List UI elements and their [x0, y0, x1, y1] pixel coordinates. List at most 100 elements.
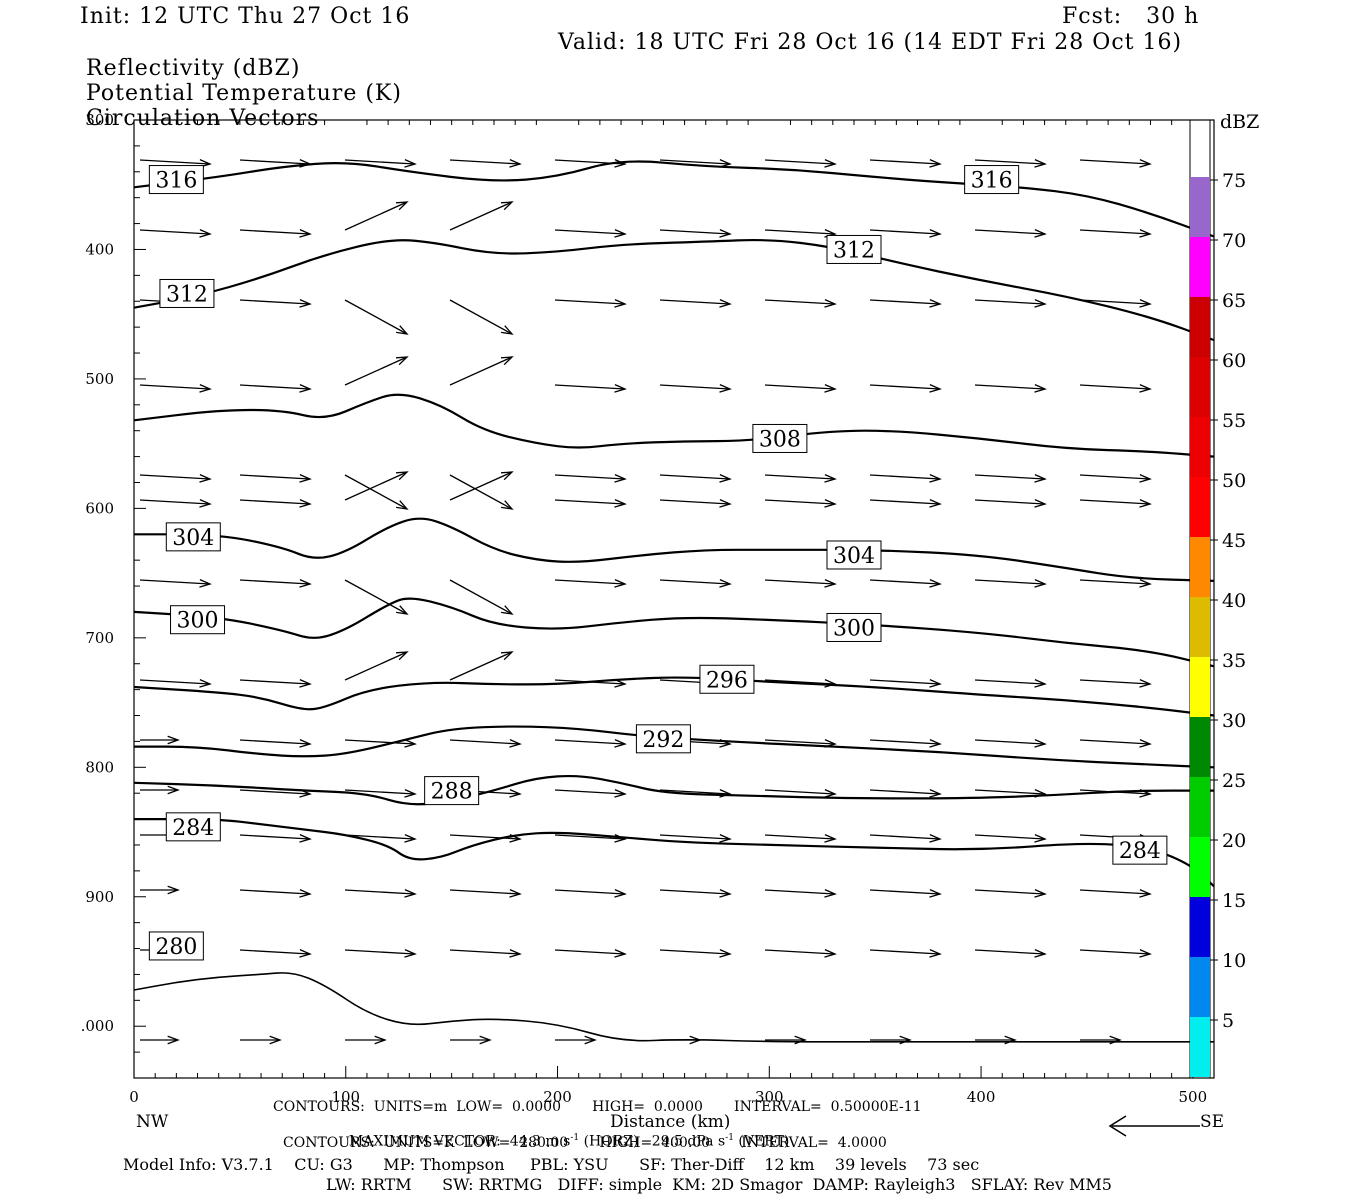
contour-label-box [170, 605, 226, 635]
contour-label: 284 [172, 816, 214, 841]
contour-labels: 316 316 312 312 308 304 304 300 300 296 292 288 284 2… [148, 165, 1168, 961]
vector-arrow [554, 474, 626, 480]
vector-arrow [239, 579, 311, 585]
vector-arrow [239, 299, 311, 305]
contour-label-box [424, 776, 480, 806]
vector-arrow-head [1139, 299, 1152, 308]
vector-arrow [239, 679, 311, 685]
colorbar-tick-label: 5 [1222, 1010, 1234, 1032]
vector-arrow-head [824, 159, 837, 168]
vector-arrow [344, 471, 408, 501]
max-vector-horz: MAXIMUM VECTOR: 44.3 m s [348, 1133, 571, 1150]
vector-arrow-head [500, 201, 514, 211]
isentropes [133, 160, 1215, 1043]
colorbar-swatch [1190, 837, 1210, 897]
vector-arrow-head [199, 679, 212, 688]
vector-arrow-head [1139, 679, 1152, 688]
vector-arrow [239, 159, 311, 165]
vector-arrow [139, 579, 211, 585]
plot-border [133, 119, 1215, 1079]
vector-arrow [659, 889, 731, 895]
vector-arrow-head [509, 949, 522, 958]
plot-frame [133, 119, 1215, 1079]
vector-arrow-head [404, 739, 417, 748]
y-tick-label: 300 [85, 111, 114, 129]
vector-arrow-head [824, 789, 837, 798]
vector-arrow-head [824, 499, 837, 508]
colorbar-tick-label: 70 [1222, 230, 1246, 252]
colorbar-tick-label: 75 [1222, 170, 1246, 192]
vector-arrow [869, 159, 941, 165]
vector-arrow [659, 949, 731, 955]
vector-arrow [239, 949, 311, 955]
x-axis-label: Distance (km) [610, 1112, 731, 1132]
vector-arrow-head [824, 299, 837, 308]
vector-arrow [764, 889, 836, 895]
isentrope-312 [133, 238, 1215, 342]
vector-arrow [764, 949, 836, 955]
vector-arrow-head [1139, 384, 1152, 393]
vector-arrow [139, 384, 211, 390]
vector-arrow [449, 474, 513, 510]
vector-arrow [764, 159, 836, 165]
x-end-label-nw: NW [136, 1112, 169, 1132]
vector-arrow-head [1034, 949, 1047, 958]
field-potential-temperature: Potential Temperature (K) [86, 81, 402, 106]
vector-arrow [659, 229, 731, 235]
vector-arrow-head [614, 499, 627, 508]
vector-arrow [974, 229, 1046, 235]
contour-label: 288 [431, 780, 473, 805]
colorbar-tick-label: 30 [1222, 710, 1246, 732]
colorbar-tick-label: 15 [1222, 890, 1246, 912]
vector-arrow [764, 579, 836, 585]
vector-arrow [344, 651, 408, 681]
vector-arrow [139, 159, 211, 165]
vector-arrow-head [1034, 889, 1047, 898]
vector-arrow-head [299, 889, 312, 898]
vector-arrow [139, 474, 211, 480]
vector-arrow-head [719, 579, 732, 588]
colorbar-tick-label: 55 [1222, 410, 1246, 432]
vector-arrow-head [1139, 229, 1152, 238]
vector-arrow [554, 949, 626, 955]
vector-arrow-head [719, 499, 732, 508]
vector-arrow [344, 889, 416, 895]
contour-label-box [159, 278, 215, 308]
vector-arrow-head [1139, 949, 1152, 958]
contour-label-box [165, 812, 221, 842]
vector-arrow-head [299, 739, 312, 748]
vector-arrow-head [404, 789, 417, 798]
colorbar-tick-label: 35 [1222, 650, 1246, 672]
vector-arrow [764, 834, 836, 840]
vector-arrow-head [929, 384, 942, 393]
vector-arrow-head [167, 785, 180, 795]
vector-arrow-head [199, 579, 212, 588]
vector-arrow-head [199, 499, 212, 508]
vector-arrow-head [614, 679, 627, 688]
vector-arrow-head [500, 471, 514, 481]
max-vector-vert: (HORZ) 29.5 dPa s [583, 1133, 726, 1150]
vector-arrow [869, 474, 941, 480]
x-tick-label: 0 [129, 1088, 139, 1106]
isentrope-292 [134, 725, 1215, 769]
vector-arrow-head [719, 789, 732, 798]
vector-arrow [659, 789, 731, 795]
vector-arrow [974, 474, 1046, 480]
vector-arrow-head [929, 949, 942, 958]
vector-arrow-head [929, 159, 942, 168]
vector-arrow [974, 789, 1046, 795]
vector-arrow [1079, 949, 1151, 955]
isentrope-284 [134, 817, 1215, 888]
contour-label: 304 [833, 544, 875, 569]
colorbar-tick-label: 40 [1222, 590, 1246, 612]
isentrope-316 [133, 160, 1215, 238]
vector-arrow-head [1034, 384, 1047, 393]
vector-arrow-head [614, 159, 627, 168]
vector-arrow-head [501, 605, 514, 615]
contour-label-box [752, 423, 808, 453]
exp-2: -1 [725, 1133, 734, 1143]
colorbar-tick-label: 10 [1222, 950, 1246, 972]
colorbar-tick-label: 45 [1222, 530, 1246, 552]
vector-arrow [344, 159, 416, 165]
